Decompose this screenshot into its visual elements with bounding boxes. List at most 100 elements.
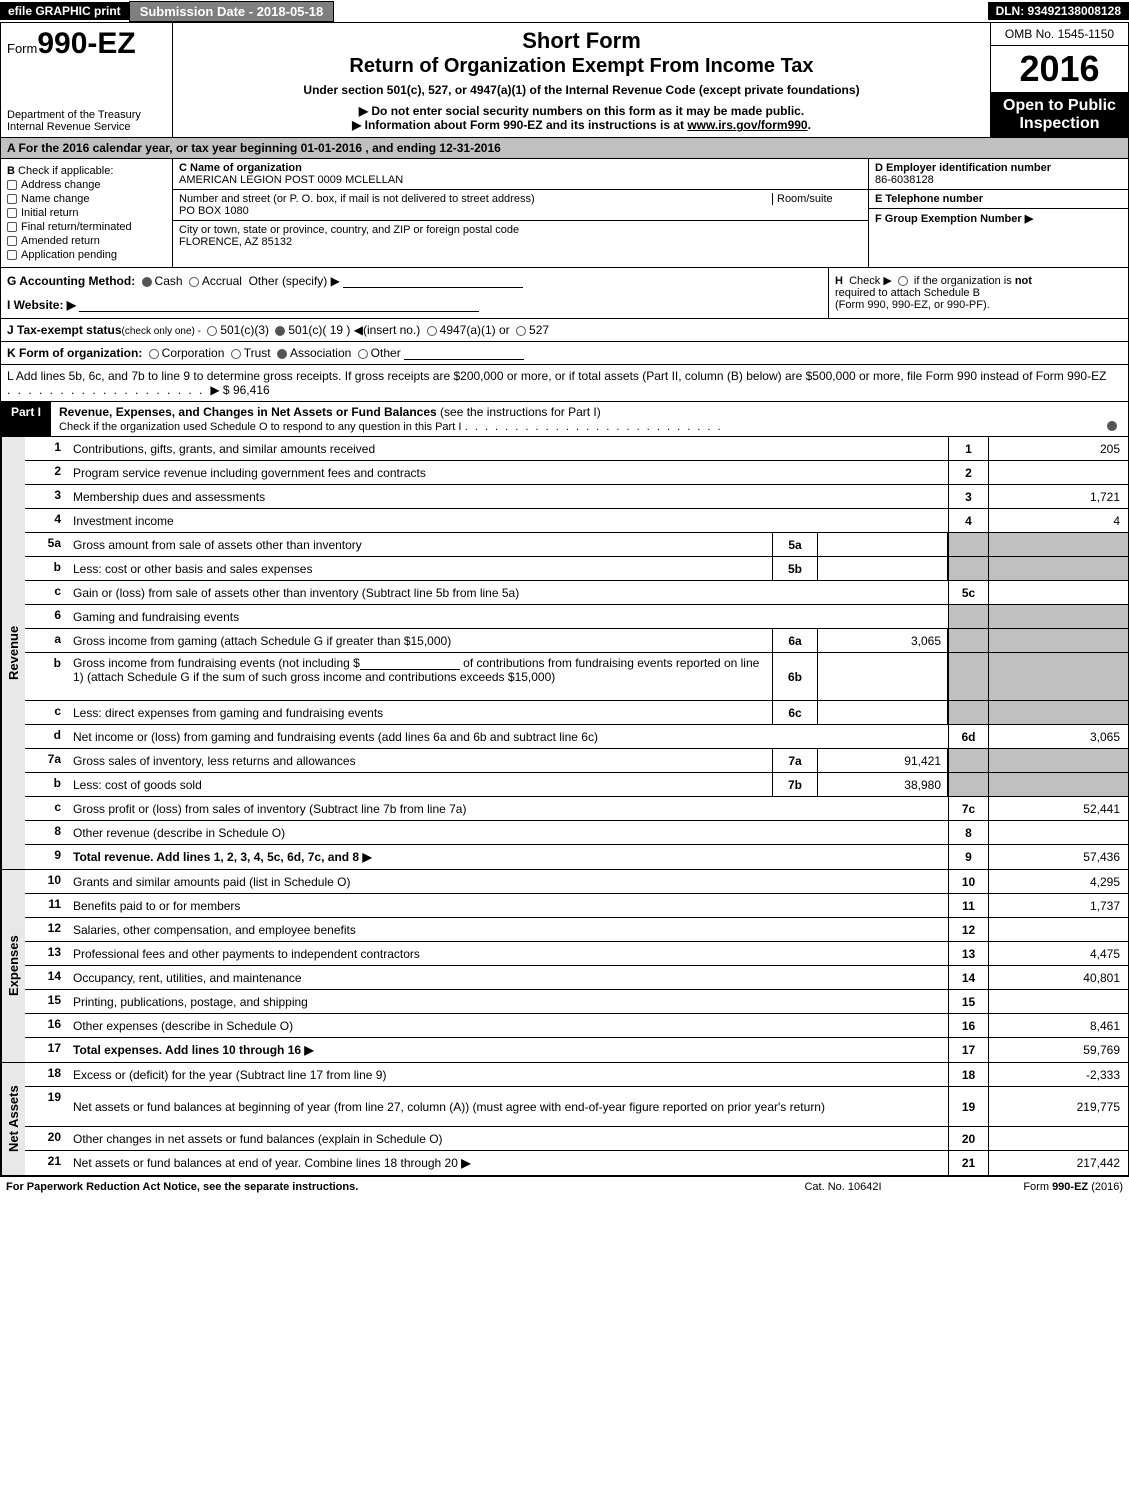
line-6d: dNet income or (loss) from gaming and fu…: [25, 725, 1128, 749]
line-4: 4Investment income44: [25, 509, 1128, 533]
line-6b: bGross income from fundraising events (n…: [25, 653, 1128, 701]
part-1-header: Part I Revenue, Expenses, and Changes in…: [0, 402, 1129, 437]
label-org-name: C Name of organization: [179, 162, 862, 174]
submission-date-label: Submission Date - 2018-05-18: [129, 1, 335, 22]
line-17: 17Total expenses. Add lines 10 through 1…: [25, 1038, 1128, 1062]
line-1: 1Contributions, gifts, grants, and simil…: [25, 437, 1128, 461]
form-prefix: Form: [7, 41, 37, 56]
radio-accrual[interactable]: [189, 277, 199, 287]
efile-print-label: efile GRAPHIC print: [0, 2, 129, 20]
net-assets-section: Net Assets 18Excess or (deficit) for the…: [0, 1063, 1129, 1176]
radio-cash[interactable]: [142, 277, 152, 287]
topbar: efile GRAPHIC print Submission Date - 20…: [0, 0, 1129, 22]
line-14: 14Occupancy, rent, utilities, and mainte…: [25, 966, 1128, 990]
gross-receipts-value: 96,416: [233, 383, 270, 397]
radio-corporation[interactable]: [149, 349, 159, 359]
instruction-ssn: ▶ Do not enter social security numbers o…: [181, 104, 982, 118]
checkbox-amended-return[interactable]: [7, 236, 17, 246]
checkbox-address-change[interactable]: [7, 180, 17, 190]
radio-501c3[interactable]: [207, 326, 217, 336]
label-group-exemption: F Group Exemption Number ▶: [875, 212, 1122, 225]
checkbox-h-schedule-b[interactable]: [898, 276, 908, 286]
line-2: 2Program service revenue including gover…: [25, 461, 1128, 485]
line-16: 16Other expenses (describe in Schedule O…: [25, 1014, 1128, 1038]
title-short-form: Short Form: [181, 28, 982, 54]
line-7b: bLess: cost of goods sold7b38,980: [25, 773, 1128, 797]
label-phone: E Telephone number: [875, 193, 1122, 205]
radio-4947[interactable]: [427, 326, 437, 336]
irs-link[interactable]: www.irs.gov/form990: [687, 118, 807, 132]
line-5b: bLess: cost or other basis and sales exp…: [25, 557, 1128, 581]
line-7a: 7aGross sales of inventory, less returns…: [25, 749, 1128, 773]
footer-form-ref: Form 990-EZ (2016): [943, 1181, 1123, 1193]
form-number: Form990-EZ: [7, 27, 166, 61]
label-website: I Website: ▶: [7, 298, 76, 312]
radio-association[interactable]: [277, 349, 287, 359]
line-21: 21Net assets or fund balances at end of …: [25, 1151, 1128, 1175]
checkbox-final-return[interactable]: [7, 222, 17, 232]
part-1-label: Part I: [1, 402, 51, 436]
dept-irs: Internal Revenue Service: [7, 121, 166, 133]
label-h: H: [835, 275, 843, 287]
dln-label: DLN: 93492138008128: [988, 2, 1129, 20]
dept-treasury: Department of the Treasury: [7, 109, 166, 121]
line-7c: cGross profit or (loss) from sales of in…: [25, 797, 1128, 821]
row-k-form-org: K Form of organization: Corporation Trus…: [0, 342, 1129, 365]
radio-527[interactable]: [516, 326, 526, 336]
side-label-net-assets: Net Assets: [1, 1063, 25, 1175]
line-19: 19Net assets or fund balances at beginni…: [25, 1087, 1128, 1127]
line-6a: aGross income from gaming (attach Schedu…: [25, 629, 1128, 653]
row-j-tax-exempt: J Tax-exempt status(check only one) - 50…: [0, 319, 1129, 342]
revenue-section: Revenue 1Contributions, gifts, grants, a…: [0, 437, 1129, 870]
radio-other-org[interactable]: [358, 349, 368, 359]
page-footer: For Paperwork Reduction Act Notice, see …: [0, 1176, 1129, 1197]
label-room-suite: Room/suite: [772, 193, 862, 205]
line-18: 18Excess or (deficit) for the year (Subt…: [25, 1063, 1128, 1087]
under-section-text: Under section 501(c), 527, or 4947(a)(1)…: [181, 83, 982, 97]
label-street: Number and street (or P. O. box, if mail…: [179, 193, 535, 205]
city-state-zip: FLORENCE, AZ 85132: [179, 236, 862, 248]
radio-501c[interactable]: [275, 326, 285, 336]
row-a-tax-year: A For the 2016 calendar year, or tax yea…: [0, 138, 1129, 159]
expenses-section: Expenses 10Grants and similar amounts pa…: [0, 870, 1129, 1063]
info-grid: B Check if applicable: Address change Na…: [0, 159, 1129, 268]
footer-notice: For Paperwork Reduction Act Notice, see …: [6, 1181, 743, 1193]
col-c-org-info: C Name of organization AMERICAN LEGION P…: [173, 159, 868, 267]
line-6: 6Gaming and fundraising events: [25, 605, 1128, 629]
line-3: 3Membership dues and assessments31,721: [25, 485, 1128, 509]
form-990ez: 990-EZ: [37, 27, 135, 60]
ein-value: 86-6038128: [875, 174, 1122, 186]
line-13: 13Professional fees and other payments t…: [25, 942, 1128, 966]
line-5a: 5aGross amount from sale of assets other…: [25, 533, 1128, 557]
row-l-gross-receipts: L Add lines 5b, 6c, and 7b to line 9 to …: [0, 365, 1129, 402]
line-5c: cGain or (loss) from sale of assets othe…: [25, 581, 1128, 605]
row-g-h: G Accounting Method: Cash Accrual Other …: [0, 268, 1129, 319]
line-12: 12Salaries, other compensation, and empl…: [25, 918, 1128, 942]
line-11: 11Benefits paid to or for members111,737: [25, 894, 1128, 918]
side-label-revenue: Revenue: [1, 437, 25, 869]
title-return: Return of Organization Exempt From Incom…: [181, 55, 982, 78]
line-6c: cLess: direct expenses from gaming and f…: [25, 701, 1128, 725]
col-b-checkboxes: B Check if applicable: Address change Na…: [1, 159, 173, 267]
org-name: AMERICAN LEGION POST 0009 MCLELLAN: [179, 174, 862, 186]
line-9: 9Total revenue. Add lines 1, 2, 3, 4, 5c…: [25, 845, 1128, 869]
label-accounting-method: G Accounting Method:: [7, 274, 135, 288]
checkbox-part1-schedule-o[interactable]: [1107, 421, 1117, 431]
checkbox-name-change[interactable]: [7, 194, 17, 204]
street-address: PO BOX 1080: [179, 205, 862, 217]
col-d-ein: D Employer identification number 86-6038…: [868, 159, 1128, 267]
checkbox-application-pending[interactable]: [7, 250, 17, 260]
line-20: 20Other changes in net assets or fund ba…: [25, 1127, 1128, 1151]
label-ein: D Employer identification number: [875, 162, 1122, 174]
footer-cat-no: Cat. No. 10642I: [743, 1181, 943, 1193]
line-10: 10Grants and similar amounts paid (list …: [25, 870, 1128, 894]
instruction-info: ▶ Information about Form 990-EZ and its …: [181, 118, 982, 132]
form-header: Form990-EZ Department of the Treasury In…: [0, 22, 1129, 138]
tax-year: 2016: [991, 46, 1128, 93]
checkbox-initial-return[interactable]: [7, 208, 17, 218]
open-public-badge: Open to Public Inspection: [991, 93, 1128, 137]
line-8: 8Other revenue (describe in Schedule O)8: [25, 821, 1128, 845]
omb-number: OMB No. 1545-1150: [991, 23, 1128, 46]
radio-trust[interactable]: [231, 349, 241, 359]
line-15: 15Printing, publications, postage, and s…: [25, 990, 1128, 1014]
